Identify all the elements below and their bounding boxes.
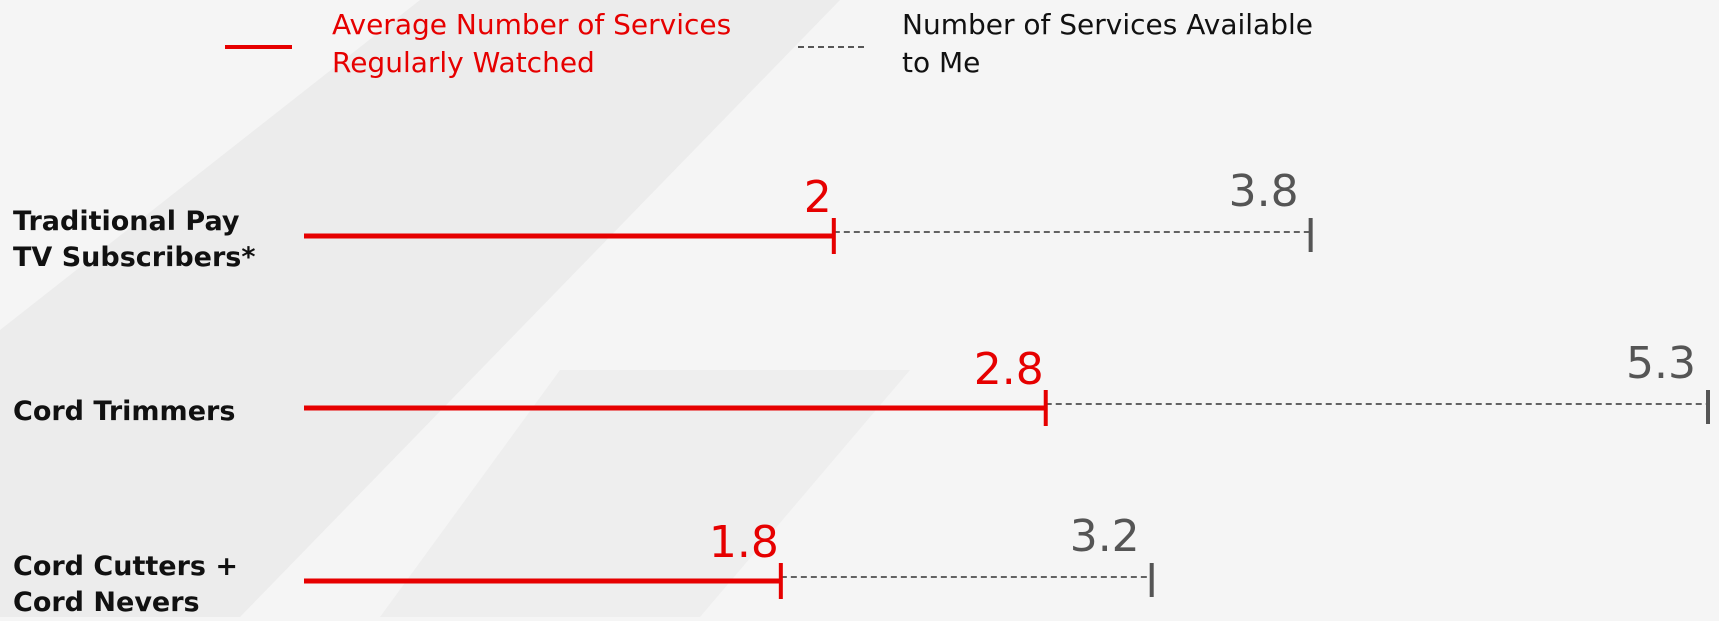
available-value-label: 3.8 (1229, 166, 1299, 217)
legend-label: Average Number of Services Regularly Wat… (332, 8, 732, 79)
category-label: Cord Trimmers (13, 396, 236, 427)
legend-label: Number of Services Available to Me (902, 8, 1313, 79)
category-label: Traditional Pay TV Subscribers* (13, 206, 256, 273)
watched-value-label: 2 (804, 172, 832, 223)
available-value-label: 5.3 (1626, 338, 1696, 389)
category-label: Cord Cutters + Cord Nevers (13, 551, 238, 618)
watched-value-label: 1.8 (709, 517, 779, 568)
available-value-label: 3.2 (1070, 511, 1140, 562)
watched-value-label: 2.8 (974, 344, 1044, 395)
background-shape (0, 0, 840, 617)
background-shape (380, 370, 910, 617)
